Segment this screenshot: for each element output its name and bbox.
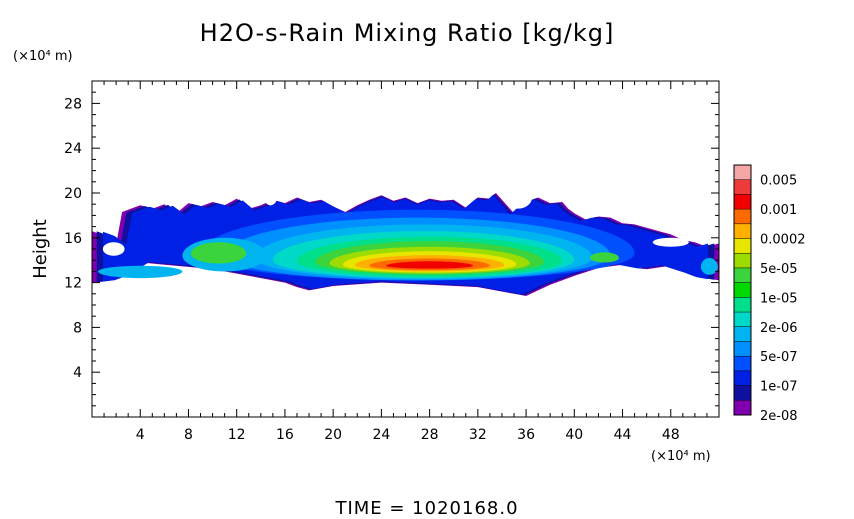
x-tick-label: 32 [469,427,487,443]
x-tick-label: 48 [662,427,680,443]
x-tick-label: 24 [372,427,390,443]
colorbar-swatch [734,326,751,342]
colorbar-label: 2e-08 [760,409,798,424]
colorbar-swatch [734,297,751,313]
y-tick-label: 4 [73,365,82,381]
x-tick-label: 16 [276,427,294,443]
heatmap-field [92,185,719,296]
colorbar: 0.005 0.001 0.0002 5e-05 1e-05 2e-06 5e-07 1e-0… [733,164,806,424]
colorbar-swatch [734,356,751,372]
band-notch-1 [503,186,533,209]
y-tick-label: 8 [73,320,82,336]
colorbar-label: 1e-05 [760,291,798,306]
colorbar-swatch [734,179,751,195]
band-left-blob-2 [190,242,247,264]
colorbar-label: 5e-07 [760,350,798,365]
colorbar-swatch [734,282,751,298]
x-tick-label: 4 [136,427,145,443]
band-notch-2 [263,185,278,206]
colorbar-swatch [734,267,751,284]
colorbar-label: 1e-07 [760,380,798,395]
colorbar-swatch [734,385,751,401]
colorbar-swatch [734,341,751,357]
y-tick-label: 20 [64,186,82,202]
y-tick-label: 28 [64,96,82,112]
colorbar-swatch [734,194,751,210]
band-notch-4 [652,237,689,247]
colorbar-swatch [734,312,751,328]
x-tick-label: 28 [421,427,439,443]
colorbar-swatch [734,370,751,387]
colorbar-swatch [734,165,751,181]
x-unit-label: (×10⁴ m) [651,449,711,464]
colorbar-swatch [734,223,751,240]
y-tick-label: 24 [64,141,82,157]
x-axis: 4 8 12 16 20 24 28 32 36 40 44 48 [103,81,708,443]
colorbar-label: 5e-05 [760,262,798,277]
y-axis: 4 8 12 16 20 24 28 [64,91,719,407]
colorbar-swatch [734,209,751,225]
x-tick-label: 36 [517,427,535,443]
x-tick-label: 44 [614,427,632,443]
x-tick-label: 40 [565,427,583,443]
y-tick-label: 16 [64,231,82,247]
y-tick-label: 12 [64,276,82,292]
band-notch-3 [102,242,125,256]
colorbar-label: 0.001 [760,203,797,218]
colorbar-swatch [734,238,751,254]
y-unit-label: (×10⁴ m) [13,49,73,64]
time-label: TIME = 1020168.0 [334,498,518,519]
colorbar-label: 0.0002 [760,233,806,248]
x-tick-label: 12 [228,427,246,443]
band-left-streak [98,265,183,279]
y-axis-title: Height [30,219,51,279]
x-tick-label: 8 [184,427,193,443]
colorbar-label: 2e-06 [760,321,798,336]
colorbar-swatch [734,253,751,269]
chart-title: H2O-s-Rain Mixing Ratio [kg/kg] [200,19,615,47]
x-tick-label: 20 [324,427,342,443]
colorbar-label: 0.005 [760,174,797,189]
colorbar-swatch [734,400,751,416]
band-lens-10 [386,261,473,269]
band-right-blob [590,252,619,263]
colorbar-frame [733,164,752,416]
band-edge-blob [700,258,718,275]
